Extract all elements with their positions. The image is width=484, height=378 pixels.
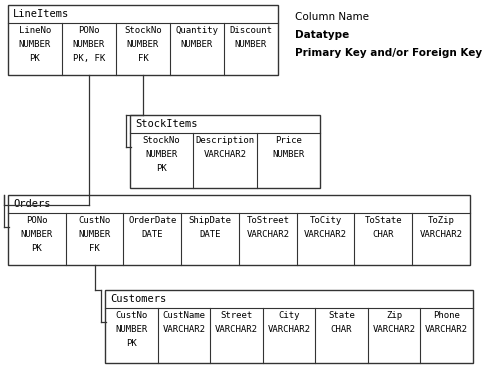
Text: ToState: ToState	[364, 216, 401, 225]
Text: CHAR: CHAR	[330, 325, 351, 334]
Text: StockNo: StockNo	[124, 26, 162, 35]
Text: ShipDate: ShipDate	[188, 216, 231, 225]
Text: FK: FK	[89, 244, 100, 253]
Text: ToZip: ToZip	[427, 216, 454, 225]
Text: LineItems: LineItems	[13, 9, 69, 19]
Text: Price: Price	[274, 136, 301, 145]
Text: Orders: Orders	[13, 199, 50, 209]
Text: Datatype: Datatype	[294, 30, 348, 40]
Text: ToStreet: ToStreet	[246, 216, 289, 225]
Text: NUMBER: NUMBER	[127, 40, 159, 49]
Text: CustNo: CustNo	[78, 216, 110, 225]
Text: DATE: DATE	[141, 230, 163, 239]
Text: NUMBER: NUMBER	[73, 40, 105, 49]
Text: Column Name: Column Name	[294, 12, 368, 22]
Text: Street: Street	[220, 311, 252, 320]
Text: OrderDate: OrderDate	[128, 216, 176, 225]
Text: PK: PK	[126, 339, 136, 348]
Text: VARCHAR2: VARCHAR2	[372, 325, 415, 334]
Bar	[105, 290, 472, 363]
Text: PK: PK	[30, 54, 40, 63]
Bar	[8, 195, 469, 265]
Text: State: State	[328, 311, 354, 320]
Text: Primary Key and/or Foreign Key: Primary Key and/or Foreign Key	[294, 48, 481, 58]
Text: ToCity: ToCity	[309, 216, 341, 225]
Text: NUMBER: NUMBER	[234, 40, 267, 49]
Text: VARCHAR2: VARCHAR2	[424, 325, 467, 334]
Text: Description: Description	[195, 136, 254, 145]
Text: VARCHAR2: VARCHAR2	[303, 230, 347, 239]
Text: PONo: PONo	[26, 216, 47, 225]
Text: StockItems: StockItems	[135, 119, 197, 129]
Text: Quantity: Quantity	[175, 26, 218, 35]
Text: Discount: Discount	[229, 26, 272, 35]
Text: DATE: DATE	[199, 230, 220, 239]
Text: NUMBER: NUMBER	[115, 325, 147, 334]
Text: Phone: Phone	[432, 311, 459, 320]
Text: NUMBER: NUMBER	[272, 150, 304, 159]
Text: PONo: PONo	[78, 26, 100, 35]
Text: Customers: Customers	[110, 294, 166, 304]
Text: NUMBER: NUMBER	[21, 230, 53, 239]
Text: Zip: Zip	[385, 311, 401, 320]
Bar	[130, 115, 319, 188]
Text: VARCHAR2: VARCHAR2	[162, 325, 205, 334]
Bar	[8, 5, 277, 75]
Text: CustName: CustName	[162, 311, 205, 320]
Text: VARCHAR2: VARCHAR2	[419, 230, 462, 239]
Text: VARCHAR2: VARCHAR2	[267, 325, 310, 334]
Text: LineNo: LineNo	[19, 26, 51, 35]
Text: CustNo: CustNo	[115, 311, 147, 320]
Text: VARCHAR2: VARCHAR2	[214, 325, 257, 334]
Text: NUMBER: NUMBER	[145, 150, 178, 159]
Text: PK, FK: PK, FK	[73, 54, 105, 63]
Text: PK: PK	[31, 244, 42, 253]
Text: NUMBER: NUMBER	[181, 40, 212, 49]
Text: VARCHAR2: VARCHAR2	[203, 150, 246, 159]
Text: CHAR: CHAR	[372, 230, 393, 239]
Text: City: City	[278, 311, 299, 320]
Text: PK: PK	[156, 164, 166, 173]
Text: FK: FK	[137, 54, 148, 63]
Text: NUMBER: NUMBER	[19, 40, 51, 49]
Text: NUMBER: NUMBER	[78, 230, 110, 239]
Text: StockNo: StockNo	[143, 136, 180, 145]
Text: VARCHAR2: VARCHAR2	[246, 230, 289, 239]
